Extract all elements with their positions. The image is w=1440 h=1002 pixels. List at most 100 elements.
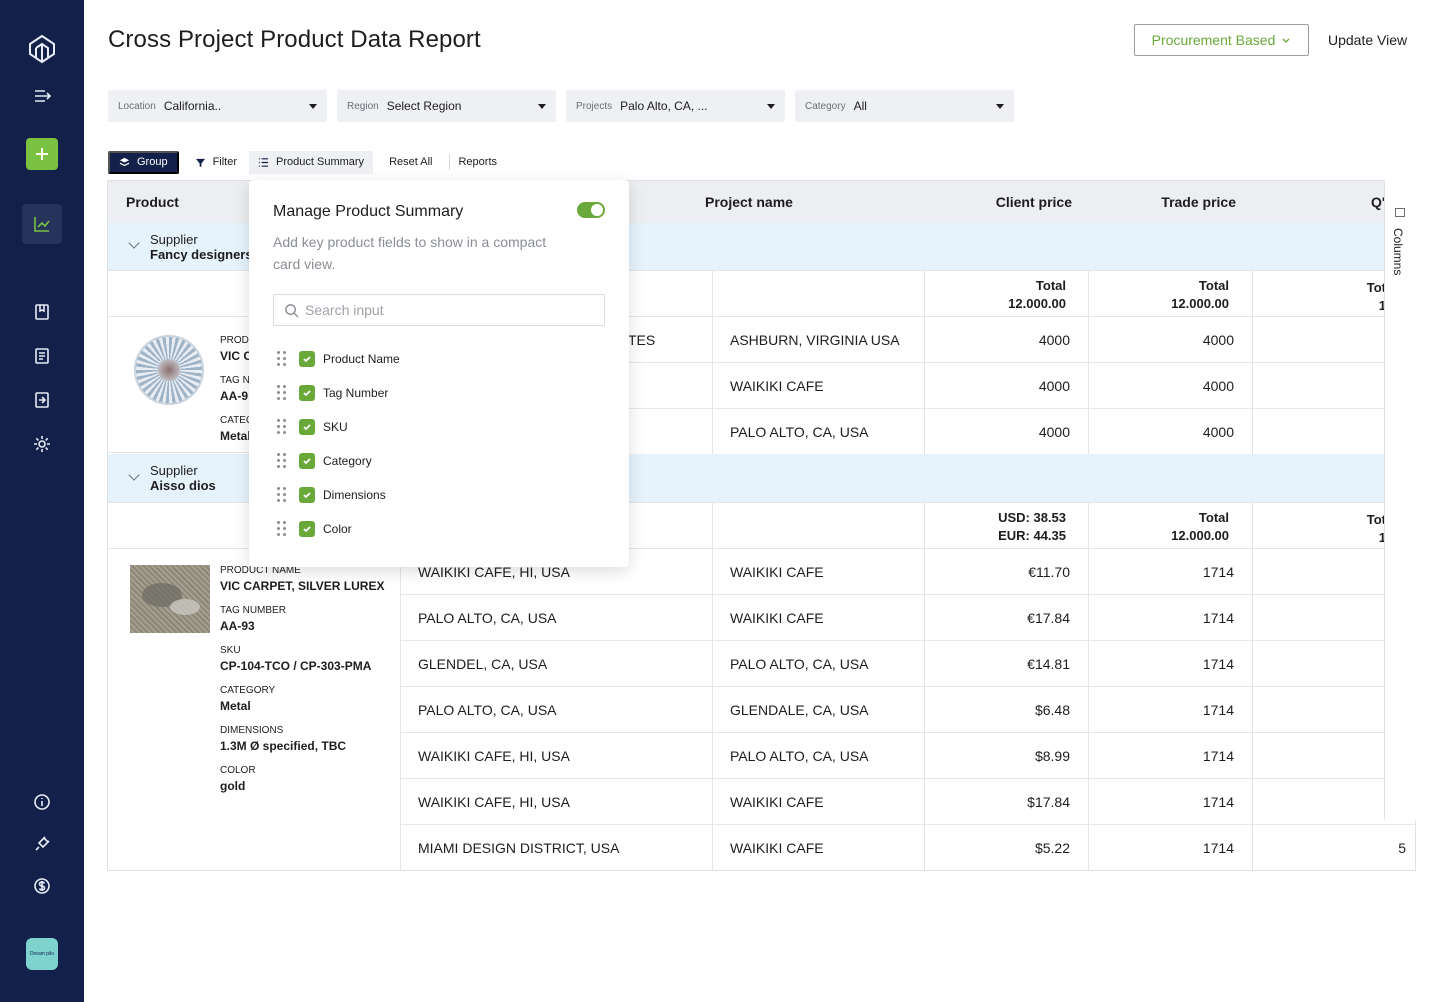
update-view-link[interactable]: Update View — [1328, 32, 1408, 48]
location-cell: MIAMI DESIGN DISTRICT, USA — [418, 840, 620, 856]
field-key: CATEGORY — [220, 685, 276, 696]
integrations-plug-icon[interactable] — [22, 824, 62, 864]
checkbox-checked[interactable] — [299, 487, 315, 503]
product-field: DIMENSIONS 1.3M Ø specified, TBC — [220, 725, 346, 753]
popup-title: Manage Product Summary — [273, 203, 464, 220]
reset-all-button[interactable]: Reset All — [380, 151, 441, 174]
drag-handle-icon[interactable] — [277, 453, 287, 469]
table-row[interactable]: MIAMI DESIGN DISTRICT, USA WAIKIKI CAFE $5… — [400, 825, 1415, 870]
column-header-product[interactable]: Product — [126, 194, 179, 210]
group-button[interactable]: Group — [108, 150, 179, 174]
filter-value: Palo Alto, CA, ... — [620, 99, 708, 113]
search-input[interactable] — [305, 302, 585, 318]
checkbox-checked[interactable] — [299, 453, 315, 469]
drag-handle-icon[interactable] — [277, 385, 287, 401]
product-field: COLOR gold — [220, 765, 256, 793]
filter-label: Region — [347, 100, 379, 112]
procurement-dropdown-button[interactable]: Procurement Based — [1134, 24, 1309, 56]
checkbox-checked[interactable] — [299, 351, 315, 367]
summary-field-option[interactable]: Category — [277, 453, 372, 469]
column-header-project-name[interactable]: Project name — [705, 194, 793, 210]
billing-dollar-icon[interactable] — [22, 866, 62, 906]
product-summary-toggle[interactable] — [577, 202, 605, 218]
table-row[interactable]: WAIKIKI CAFE, HI, USA WAIKIKI CAFE $17.84 1… — [400, 779, 1415, 825]
table-row[interactable]: PALO ALTO, CA, USA WAIKIKI CAFE €17.84 1714 — [400, 595, 1415, 641]
chevron-down-icon[interactable] — [128, 237, 140, 249]
popup-description: Add key product fields to show in a comp… — [273, 234, 547, 272]
field-value: AA-9 — [220, 389, 249, 403]
client-price-cell: €17.84 — [1027, 610, 1070, 626]
category-filter[interactable]: Category All — [795, 90, 1014, 122]
summary-field-option[interactable]: Color — [277, 521, 352, 537]
menu-collapse-icon[interactable] — [22, 76, 62, 116]
product-thumbnail[interactable] — [130, 565, 210, 633]
supplier-label: Supplier — [150, 463, 198, 478]
group-total-row: USD: 38.53 EUR: 44.35 Total 12.000.00 To… — [108, 502, 1415, 549]
client-price-cell: €14.81 — [1027, 656, 1070, 672]
filter-button[interactable]: Filter — [186, 151, 246, 174]
trade-price-cell: 1714 — [1202, 794, 1234, 810]
drag-handle-icon[interactable] — [277, 419, 287, 435]
reports-button[interactable]: Reports — [458, 151, 506, 174]
group-total-row: Total 12.000.00 Total 12.000.00 Tot 1 — [108, 270, 1415, 317]
document-list-icon[interactable] — [22, 336, 62, 376]
document-export-icon[interactable] — [22, 380, 62, 420]
checkbox-checked[interactable] — [299, 419, 315, 435]
product-thumbnail[interactable] — [134, 335, 204, 405]
sidebar: Dream pilo — [0, 0, 84, 1002]
table-row[interactable]: PALO ALTO, CA, USA GLENDALE, CA, USA $6.48… — [400, 687, 1415, 733]
location-cell: PALO ALTO, CA, USA — [418, 702, 557, 718]
option-label: SKU — [323, 420, 348, 434]
location-filter[interactable]: Location California.. — [108, 90, 327, 122]
qty-total: Tot 1 — [1338, 279, 1386, 315]
book-icon[interactable] — [22, 292, 62, 332]
summary-field-option[interactable]: Dimensions — [277, 487, 386, 503]
table-row[interactable]: WAIKIKI CAFE, HI, USA PALO ALTO, CA, USA $… — [400, 733, 1415, 779]
qty-total: Tot 1 — [1338, 511, 1386, 547]
trade-price-cell: 4000 — [1202, 378, 1234, 394]
field-key: DIMENSIONS — [220, 725, 284, 736]
chevron-down-icon[interactable] — [128, 469, 140, 481]
total-label: Total — [1198, 278, 1229, 293]
location-cell: TES — [628, 332, 656, 348]
table-header: Product Project name Client price Trade … — [108, 181, 1398, 223]
field-key: COLOR — [220, 765, 256, 776]
product-cell: PRODUCT NAME VIC CARPET, SILVER LUREX TA… — [108, 549, 400, 870]
field-value: VIC C — [220, 349, 253, 363]
column-header-trade-price[interactable]: Trade price — [1161, 194, 1236, 210]
drag-handle-icon[interactable] — [277, 487, 287, 503]
client-price-cell: $8.99 — [1034, 748, 1070, 764]
checkbox-checked[interactable] — [299, 385, 315, 401]
product-summary-button[interactable]: Product Summary — [249, 150, 374, 174]
location-cell: PALO ALTO, CA, USA — [418, 610, 557, 626]
add-icon[interactable] — [26, 138, 58, 170]
checkbox-checked[interactable] — [299, 521, 315, 537]
column-header-client-price[interactable]: Client price — [995, 194, 1072, 210]
brand-logo-icon[interactable] — [22, 28, 62, 68]
summary-field-option[interactable]: Product Name — [277, 351, 400, 367]
table-row[interactable]: WAIKIKI CAFE, HI, USA WAIKIKI CAFE €11.70 1… — [400, 549, 1415, 595]
drag-handle-icon[interactable] — [277, 351, 287, 367]
table-row[interactable]: WAIKIKI CAFE 4000 4000 — [400, 363, 1415, 409]
total-value: 12.000.00 — [1171, 296, 1229, 311]
search-field[interactable] — [273, 294, 605, 326]
trade-price-cell: 1714 — [1202, 840, 1234, 856]
reports-chart-icon[interactable] — [22, 204, 62, 244]
table-row[interactable]: TES ASHBURN, VIRGINIA USA 4000 4000 — [400, 317, 1415, 363]
projects-filter[interactable]: Projects Palo Alto, CA, ... — [566, 90, 785, 122]
trade-price-cell: 1714 — [1202, 748, 1234, 764]
columns-side-tab[interactable]: Columns — [1384, 180, 1416, 820]
drag-handle-icon[interactable] — [277, 521, 287, 537]
summary-field-option[interactable]: Tag Number — [277, 385, 388, 401]
summary-field-option[interactable]: SKU — [277, 419, 348, 435]
location-cell: WAIKIKI CAFE, HI, USA — [418, 748, 570, 764]
info-icon[interactable] — [22, 782, 62, 822]
table-row[interactable]: GLENDEL, CA, USA PALO ALTO, CA, USA €14.81… — [400, 641, 1415, 687]
user-avatar[interactable]: Dream pilo — [26, 938, 58, 970]
project-cell: WAIKIKI CAFE — [730, 378, 824, 394]
caret-down-icon — [309, 104, 317, 109]
project-cell: WAIKIKI CAFE — [730, 610, 824, 626]
settings-gear-icon[interactable] — [22, 424, 62, 464]
region-filter[interactable]: Region Select Region — [337, 90, 556, 122]
search-icon — [285, 303, 299, 318]
